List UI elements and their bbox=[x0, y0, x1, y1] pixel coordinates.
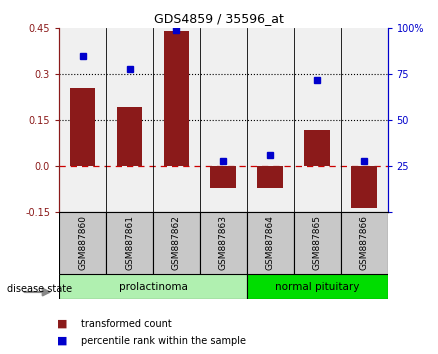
Text: GSM887866: GSM887866 bbox=[360, 215, 369, 270]
Text: normal pituitary: normal pituitary bbox=[275, 282, 360, 292]
Text: transformed count: transformed count bbox=[81, 319, 172, 329]
Bar bbox=[59, 212, 106, 274]
Bar bbox=[163, 32, 189, 166]
Bar bbox=[153, 212, 200, 274]
Text: ■: ■ bbox=[57, 336, 67, 346]
Bar bbox=[304, 130, 330, 166]
Text: ■: ■ bbox=[57, 319, 67, 329]
Bar bbox=[200, 212, 247, 274]
Bar bbox=[341, 212, 388, 274]
Bar bbox=[70, 88, 95, 166]
Text: GSM887862: GSM887862 bbox=[172, 215, 181, 270]
Text: GDS4859 / 35596_at: GDS4859 / 35596_at bbox=[154, 12, 284, 25]
Bar bbox=[258, 166, 283, 188]
Bar bbox=[211, 166, 236, 188]
Text: GSM887860: GSM887860 bbox=[78, 215, 87, 270]
Text: disease state: disease state bbox=[7, 284, 72, 293]
Bar bbox=[247, 274, 388, 299]
Bar bbox=[351, 166, 377, 208]
Bar bbox=[59, 274, 247, 299]
Text: GSM887863: GSM887863 bbox=[219, 215, 228, 270]
Text: prolactinoma: prolactinoma bbox=[119, 282, 187, 292]
Bar bbox=[247, 212, 294, 274]
Text: GSM887865: GSM887865 bbox=[313, 215, 322, 270]
Text: percentile rank within the sample: percentile rank within the sample bbox=[81, 336, 246, 346]
Bar bbox=[106, 212, 153, 274]
Bar bbox=[294, 212, 341, 274]
Text: GSM887861: GSM887861 bbox=[125, 215, 134, 270]
Text: GSM887864: GSM887864 bbox=[266, 215, 275, 270]
Bar bbox=[117, 107, 142, 166]
